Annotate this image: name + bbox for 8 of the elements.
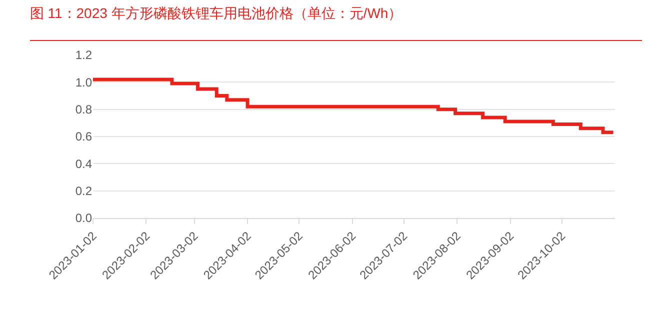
chart-title: 图 11：2023 年方形磷酸铁锂车用电池价格（单位：元/Wh） [30,5,402,22]
y-tick-label: 0.0 [75,211,92,226]
y-tick-label: 1.2 [75,48,92,62]
y-tick-label: 0.2 [75,184,92,198]
y-tick-label: 1.0 [75,75,92,90]
y-tick-label: 0.6 [75,130,92,144]
y-tick-label: 0.4 [75,156,92,171]
y-tick-label: 0.8 [75,102,92,117]
